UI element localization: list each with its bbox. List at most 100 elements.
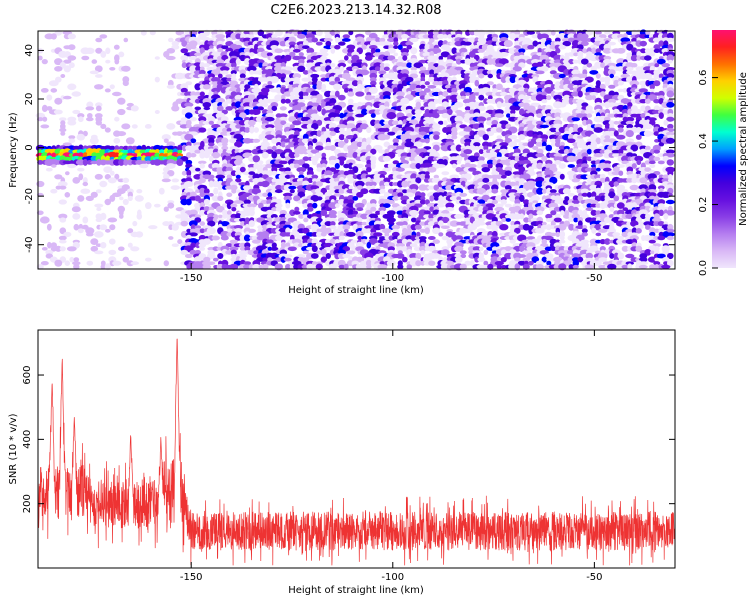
spectrogram-cell (425, 227, 430, 234)
spectrogram-cell (384, 135, 391, 140)
spectrogram-cell (159, 188, 165, 195)
spectrogram-cell (616, 48, 625, 54)
spectrogram-cell (598, 229, 608, 233)
spectrogram-cell (249, 126, 254, 133)
spectrogram-cell (279, 161, 288, 165)
spectrogram-cell (505, 204, 512, 208)
spectrogram-cell (68, 44, 75, 50)
spectrogram-cell (145, 202, 152, 209)
spectrogram-cell (425, 81, 430, 85)
spectrogram-cell (100, 51, 106, 58)
spectrogram-cell (504, 40, 513, 47)
spectrogram-cell (195, 168, 200, 172)
spectrogram-cell (77, 168, 84, 172)
spectrogram-cell (82, 217, 88, 224)
spectrogram-cell (654, 150, 660, 154)
spectrogram-cell (293, 211, 301, 215)
spectrogram-cell (200, 221, 206, 226)
spectrogram-cell (356, 207, 363, 211)
spectrogram-cell (495, 63, 504, 67)
spectrogram-cell (236, 58, 241, 65)
spectrogram-cell (67, 246, 77, 251)
spectrogram-cell (478, 49, 485, 53)
spectrogram-cell (231, 189, 236, 194)
spectrogram-y-tick-label: -20 (24, 188, 35, 204)
spectrogram-cell (415, 225, 422, 230)
spectrogram-cell (285, 203, 290, 209)
spectrogram-cell (155, 110, 160, 114)
spectrogram-cell (121, 66, 131, 72)
spectrogram-cell (208, 143, 215, 147)
spectrogram-cell (171, 185, 180, 190)
spectrogram-cell (420, 250, 425, 255)
spectrogram-cell (213, 188, 218, 195)
spectrogram-cell (209, 121, 214, 125)
spectrogram-cell (118, 247, 125, 252)
spectrogram-cell (114, 45, 120, 50)
spectrogram-cell (74, 224, 80, 231)
spectrogram-cell (546, 145, 553, 152)
spectrogram-cell (429, 117, 434, 122)
spectrogram-cell (393, 41, 398, 45)
spectrogram-cell (288, 247, 297, 252)
spectrogram-cell (236, 175, 241, 179)
spectrogram-cell (338, 95, 346, 101)
spectrogram-cell (312, 203, 317, 209)
spectrogram-cell (59, 240, 67, 244)
spectrogram-cell (105, 229, 111, 233)
spectrogram-cell (546, 95, 551, 100)
spectrogram-cell (609, 253, 614, 259)
spectrogram-cell (457, 160, 462, 164)
spectrogram-cell (96, 207, 101, 211)
spectrogram-cell (658, 161, 665, 165)
spectrogram-cell (479, 247, 484, 251)
spectrogram-cell (221, 70, 229, 74)
spectrogram-cell (429, 195, 434, 201)
spectrogram-cell (515, 106, 520, 110)
spectrogram-cell (186, 199, 192, 206)
spectrogram-cell (343, 34, 350, 38)
spectrogram-cell (119, 197, 124, 201)
spectrogram-cell (591, 228, 596, 234)
spectrogram-cell (54, 98, 62, 105)
spectrogram-cell (558, 45, 566, 50)
spectrogram-cell (596, 233, 602, 237)
spectrogram-cell (190, 138, 196, 143)
spectrogram-cell (441, 225, 450, 229)
spectrogram-cell (650, 251, 655, 255)
spectrogram-cell (347, 85, 354, 89)
spectrogram-cell (491, 189, 498, 194)
spectrogram-cell (339, 236, 345, 241)
spectrogram-cell (420, 85, 425, 89)
spectrogram-cell (475, 80, 480, 87)
spectrogram-cell (388, 200, 395, 204)
spectrogram-cell (77, 134, 85, 141)
spectrogram-cell (124, 38, 129, 43)
spectrogram-cell (477, 257, 485, 262)
spectrogram-cell (316, 30, 323, 37)
spectrogram-cell (371, 163, 376, 169)
spectrogram-cell (542, 189, 547, 194)
spectrogram-cell (649, 240, 656, 244)
spectrogram-cell (233, 200, 243, 204)
spectrogram-cell (209, 193, 214, 197)
spectrogram-cell (666, 102, 674, 108)
spectrogram-cell (411, 218, 417, 223)
spectrogram-cell (384, 67, 390, 71)
spectrogram-cell (650, 52, 656, 56)
spectrogram-cell (335, 37, 340, 43)
spectrogram-cell (626, 130, 634, 137)
spectrogram-cell (666, 138, 675, 144)
spectrogram-cell (338, 42, 346, 46)
spectrogram-cell (167, 85, 175, 89)
spectrogram-cell (249, 52, 254, 57)
spectrogram-cell (36, 181, 44, 187)
spectrogram-cell (456, 95, 461, 100)
spectrogram-cell (254, 127, 259, 133)
spectrogram-cell (433, 239, 440, 244)
spectrogram-cell (95, 38, 102, 43)
spectrogram-cell (105, 127, 111, 132)
spectrogram-cell (172, 178, 180, 182)
spectrogram-cell (441, 171, 449, 175)
